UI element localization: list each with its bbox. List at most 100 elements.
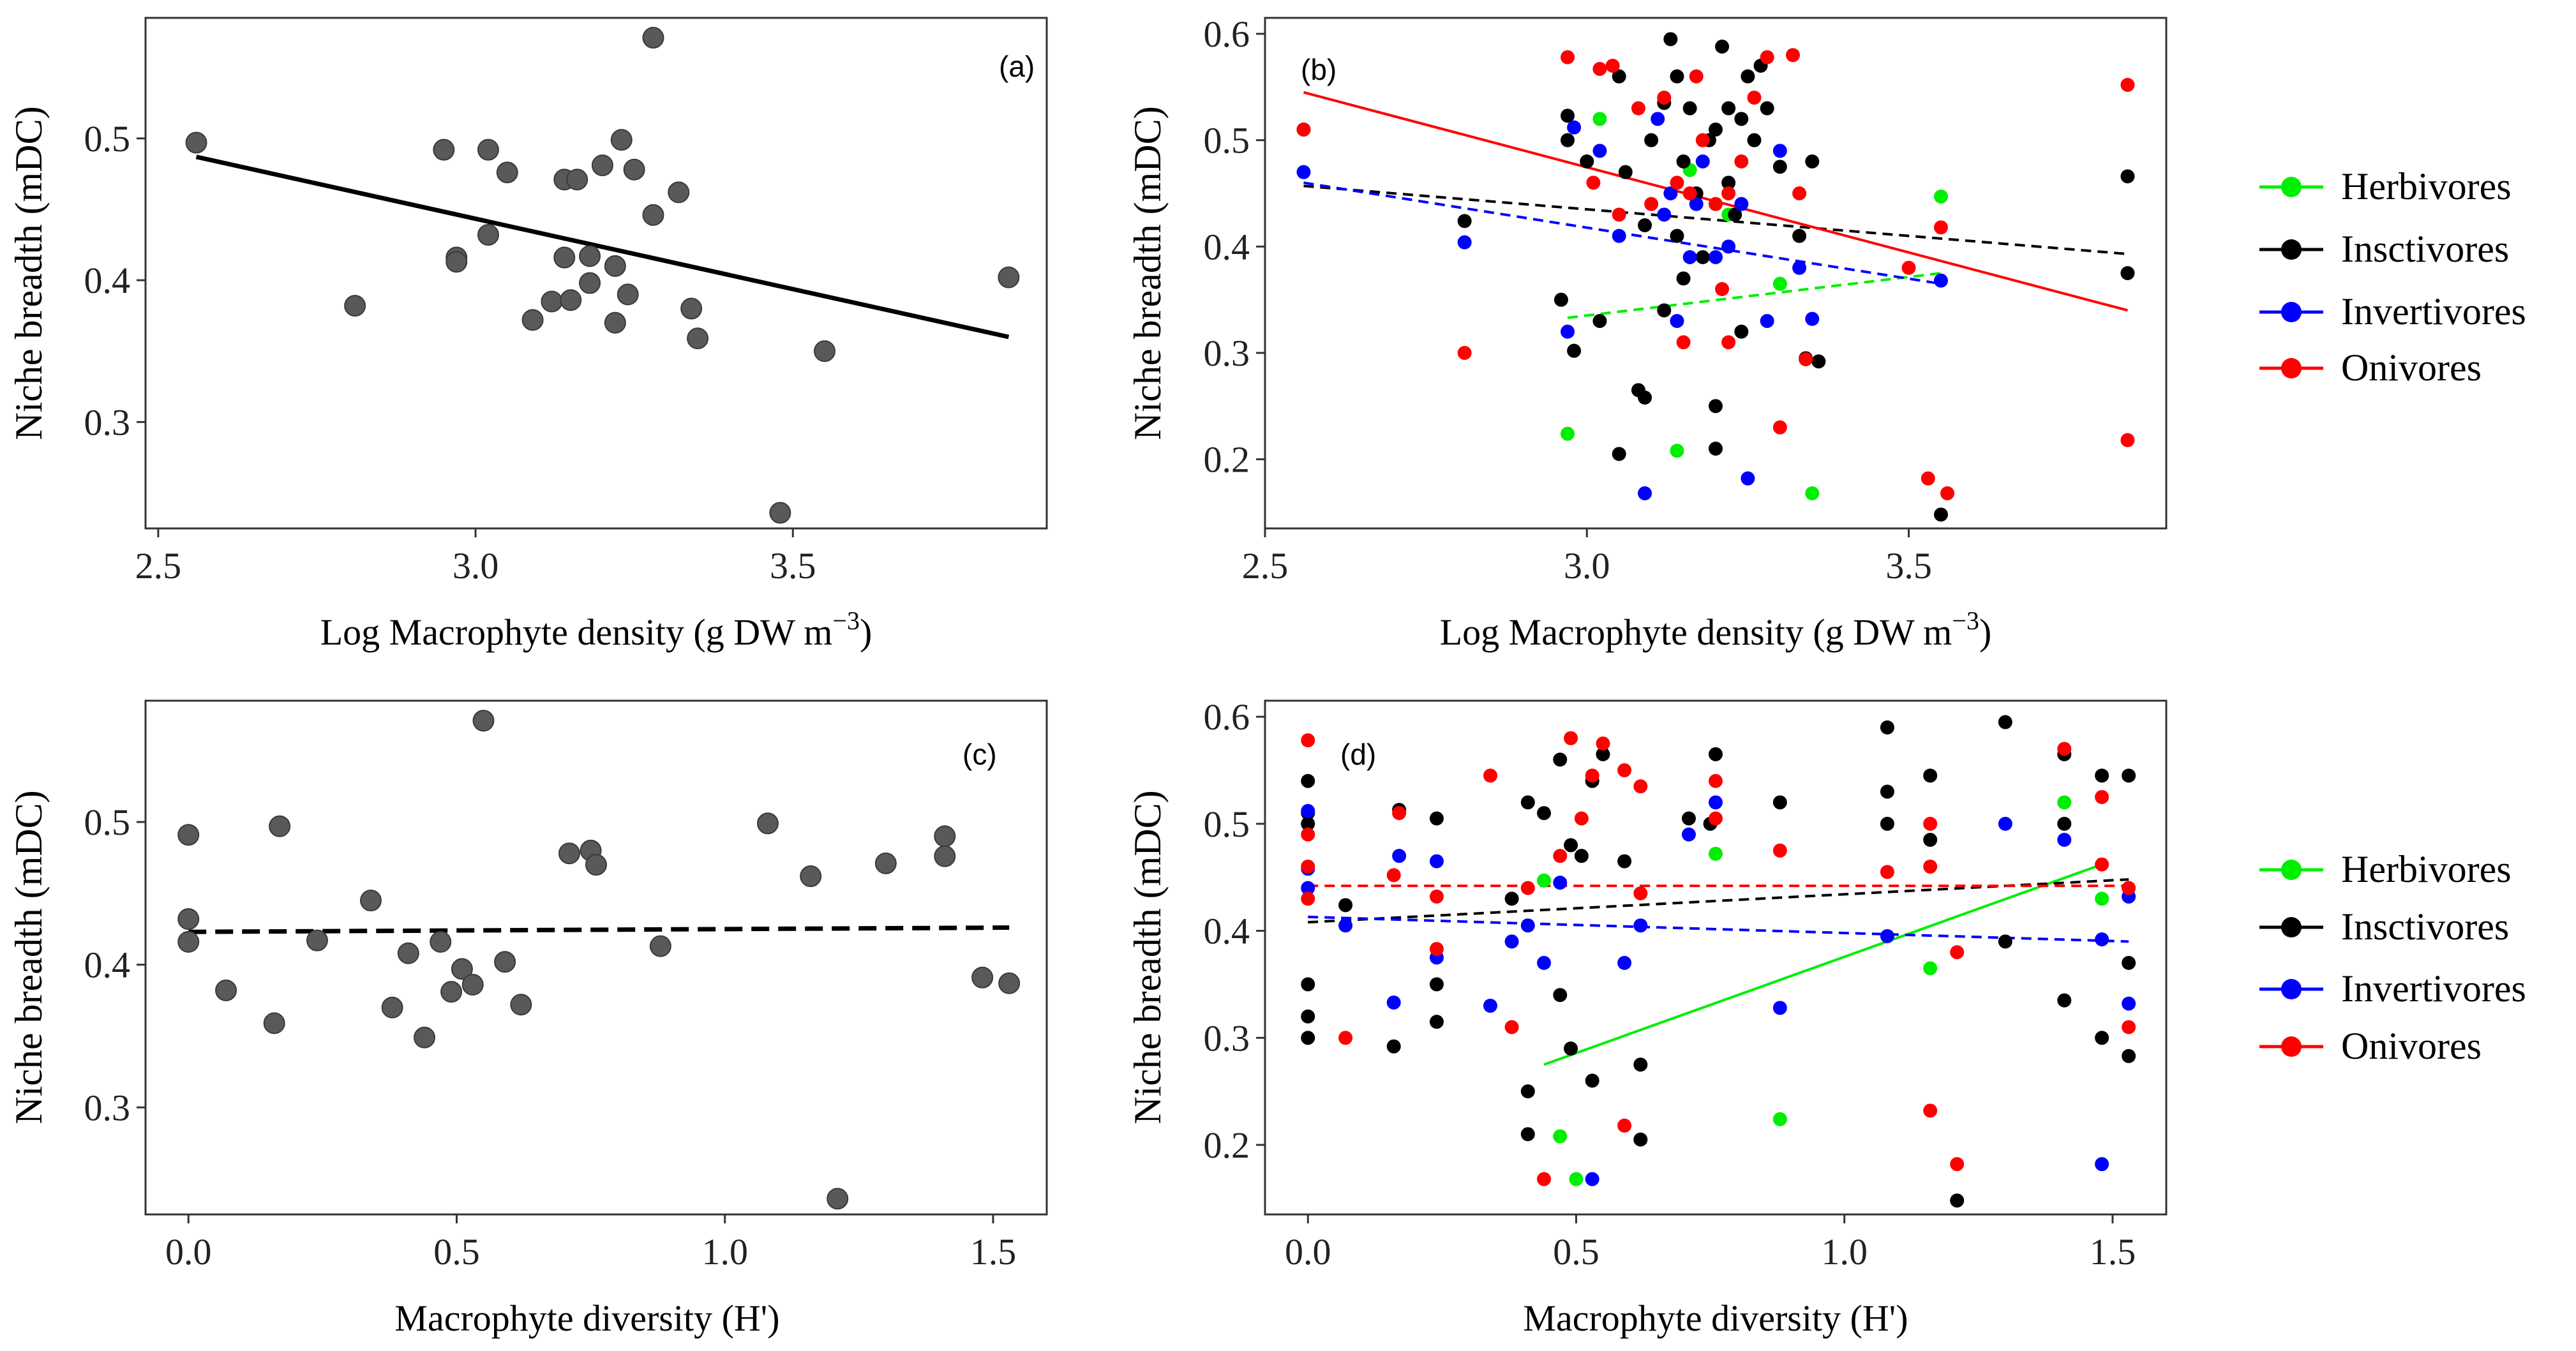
legend-top-item: Herbivores bbox=[2259, 165, 2512, 207]
panel-a-data-point bbox=[541, 290, 563, 313]
panel-d-data-point-insctivores bbox=[1504, 892, 1519, 906]
panel-b-data-point-insctivores bbox=[1618, 165, 1633, 179]
panel-b-x-tick-label: 3.5 bbox=[1885, 545, 1932, 586]
panel-c-data-point bbox=[649, 935, 671, 957]
panel-a-data-point bbox=[813, 340, 835, 362]
panel-b-data-point-invertivores bbox=[1663, 186, 1678, 200]
panel-d-data-point-invertivores bbox=[1880, 929, 1894, 943]
panel-b-data-point-insctivores bbox=[1682, 101, 1697, 116]
panel-b-data-point-onivores bbox=[1670, 175, 1684, 190]
panel-c-data-point bbox=[494, 951, 516, 973]
panel-c-data-point bbox=[800, 865, 822, 888]
panel-c-data-point bbox=[430, 930, 452, 953]
panel-b-data-point-insctivores bbox=[1554, 292, 1568, 307]
panel-d-label: (d) bbox=[1340, 738, 1376, 771]
panel-a-data-point bbox=[521, 309, 544, 331]
panel-b-data-point-insctivores bbox=[1934, 507, 1948, 522]
panel-b-data-point-insctivores bbox=[1760, 101, 1774, 116]
panel-c-data-point bbox=[585, 854, 607, 876]
panel-d-data-point-invertivores bbox=[1392, 849, 1407, 863]
panel-d-data-point-insctivores bbox=[1564, 1041, 1578, 1056]
panel-d-data-point-invertivores bbox=[1504, 934, 1519, 949]
panel-d-data-point-insctivores bbox=[1880, 784, 1894, 799]
panel-b-data-point-invertivores bbox=[1592, 144, 1607, 158]
panel-c-data-point bbox=[177, 930, 200, 953]
legend-bottom-item: Insctivores bbox=[2259, 906, 2509, 948]
panel-d-data-point-onivores bbox=[1709, 811, 1723, 826]
panel-b-x-axis-title: Log Macrophyte density (g DW m−3) bbox=[1440, 606, 1992, 653]
panel-d-data-point-herbivores bbox=[2095, 892, 2109, 906]
panel-a-data-point bbox=[642, 27, 664, 49]
panel-c-data-point bbox=[440, 981, 463, 1003]
panel-b-data-point-invertivores bbox=[1457, 235, 1472, 250]
panel-d-trend-line bbox=[1308, 915, 2129, 943]
legend-bottom-item: Herbivores bbox=[2259, 848, 2512, 890]
legend-top-label: Herbivores bbox=[2341, 165, 2512, 207]
panel-b-data-point-onivores bbox=[1631, 101, 1645, 116]
panel-b-y-tick-label: 0.3 bbox=[1204, 332, 1250, 374]
panel-d-data-point-onivores bbox=[2122, 1020, 2136, 1034]
panel-d-data-point-onivores bbox=[1392, 806, 1407, 821]
panel-b-data-point-invertivores bbox=[1296, 165, 1311, 179]
panel-d-y-tick-label: 0.5 bbox=[1204, 803, 1250, 845]
panel-b-data-point-invertivores bbox=[1734, 197, 1749, 211]
panel-b-data-point-onivores bbox=[1921, 471, 1935, 486]
panel-d-points bbox=[1301, 715, 2136, 1208]
panel-b-data-point-herbivores bbox=[1670, 444, 1684, 458]
panel-c-ticks: 0.0 0.5 1.0 1.5 0.3 0.4 0.5 bbox=[84, 802, 1017, 1273]
panel-d-data-point-herbivores bbox=[1537, 873, 1552, 888]
panel-b-data-point-insctivores bbox=[1612, 447, 1626, 461]
panel-d-data-point-insctivores bbox=[1338, 898, 1353, 913]
panel-d-data-point-invertivores bbox=[1338, 918, 1353, 933]
panel-b-data-point-onivores bbox=[1695, 133, 1710, 147]
panel-b-data-point-onivores bbox=[1586, 175, 1601, 190]
panel-b-data-point-insctivores bbox=[1663, 32, 1678, 47]
panel-a-data-point bbox=[185, 131, 207, 154]
panel-b-data-point-onivores bbox=[2120, 433, 2135, 447]
legend-top-item: Insctivores bbox=[2259, 228, 2509, 270]
panel-d-x-tick-label: 1.5 bbox=[2090, 1231, 2136, 1273]
panel-b-data-point-insctivores bbox=[1657, 303, 1672, 318]
panel-b-ticks: 2.5 3.0 3.5 0.2 0.3 0.4 0.5 0.6 bbox=[1204, 13, 1932, 586]
panel-d-data-point-insctivores bbox=[1553, 988, 1568, 1003]
panel-b-x-tick-label: 2.5 bbox=[1242, 545, 1289, 586]
panel-d-y-tick-label: 0.4 bbox=[1204, 911, 1250, 952]
legend-bottom-item: Onivores bbox=[2259, 1025, 2482, 1067]
panel-b: 2.5 3.0 3.5 0.2 0.3 0.4 0.5 0.6 (b) Niche bread… bbox=[1127, 13, 2168, 653]
panel-b-data-point-herbivores bbox=[1592, 112, 1607, 126]
panel-c-label: (c) bbox=[962, 738, 997, 771]
panel-a-data-point bbox=[446, 251, 468, 273]
panel-b-data-point-insctivores bbox=[1638, 391, 1652, 405]
panel-a-x-tick-label: 2.5 bbox=[135, 545, 182, 586]
panel-a-data-point bbox=[566, 168, 588, 191]
panel-d-trendlines bbox=[1308, 863, 2129, 1066]
panel-b-data-point-insctivores bbox=[1592, 314, 1607, 328]
panel-b-data-point-insctivores bbox=[1561, 133, 1575, 147]
panel-b-data-point-insctivores bbox=[1709, 399, 1723, 414]
panel-b-data-point-onivores bbox=[1734, 154, 1749, 168]
panel-b-data-point-onivores bbox=[1561, 50, 1575, 64]
panel-b-data-point-invertivores bbox=[1695, 154, 1710, 168]
panel-d-data-point-insctivores bbox=[1520, 1127, 1535, 1142]
panel-c-y-tick-label: 0.4 bbox=[84, 944, 131, 986]
panel-c-data-point bbox=[461, 973, 484, 996]
panel-c-data-point bbox=[177, 908, 200, 930]
panel-c-data-point bbox=[827, 1188, 849, 1210]
panel-d-data-point-onivores bbox=[1564, 731, 1578, 745]
panel-b-data-point-onivores bbox=[1682, 186, 1697, 200]
panel-a-y-axis-title: Niche breadth (mDC) bbox=[8, 106, 50, 440]
panel-d-data-point-onivores bbox=[1617, 763, 1632, 778]
panel-d-data-point-insctivores bbox=[1998, 934, 2012, 949]
panel-b-data-point-onivores bbox=[1612, 207, 1626, 222]
panel-d-data-point-insctivores bbox=[1537, 806, 1552, 821]
panel-d-data-point-insctivores bbox=[1301, 977, 1315, 992]
panel-d-y-tick-label: 0.2 bbox=[1204, 1124, 1250, 1166]
panel-b-data-point-insctivores bbox=[1676, 271, 1691, 286]
panel-c-data-point bbox=[263, 1012, 285, 1034]
panel-d-data-point-onivores bbox=[2057, 742, 2072, 756]
panel-c-data-point bbox=[360, 890, 382, 912]
panel-b-data-point-onivores bbox=[1760, 50, 1774, 64]
panel-b-data-point-herbivores bbox=[1561, 426, 1575, 441]
panel-d-data-point-herbivores bbox=[1569, 1172, 1584, 1186]
panel-d-data-point-onivores bbox=[1772, 843, 1787, 858]
